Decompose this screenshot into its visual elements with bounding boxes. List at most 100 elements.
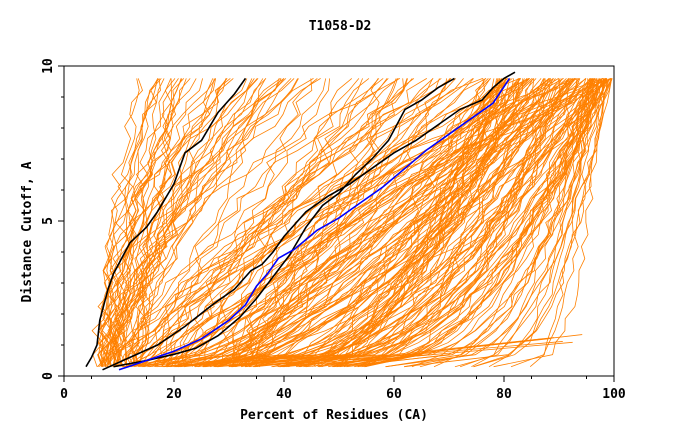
decoy-curve <box>329 341 573 365</box>
decoy-curve <box>97 78 158 367</box>
decoy-curve <box>279 78 605 368</box>
decoy-curve <box>386 78 593 368</box>
decoy-curve <box>282 78 525 368</box>
decoy-curve <box>306 78 610 368</box>
decoy-curve <box>131 78 182 367</box>
decoy-curve <box>135 78 384 367</box>
decoy-curve <box>137 78 217 367</box>
decoy-curve <box>471 78 597 368</box>
decoy-curve <box>459 78 612 368</box>
decoy-curve <box>283 78 608 368</box>
decoy-curve <box>230 78 604 368</box>
decoy-curve <box>165 78 388 367</box>
decoy-curve <box>231 78 603 368</box>
y-tick-label: 10 <box>41 58 56 74</box>
decoy-curve <box>160 78 415 367</box>
decoy-curve <box>112 78 197 367</box>
decoy-curve <box>231 78 596 368</box>
decoy-curve <box>204 78 353 367</box>
decoy-curve <box>164 78 464 368</box>
decoy-curve <box>112 78 452 367</box>
decoy-curve <box>286 78 495 368</box>
decoy-curve <box>255 78 514 368</box>
decoy-curve <box>244 78 608 368</box>
decoy-curve <box>101 78 227 367</box>
chart-title: T1058-D2 <box>309 19 372 34</box>
decoy-curve <box>365 78 570 368</box>
highlight-curve-4 <box>118 77 511 371</box>
decoy-curve <box>99 78 248 367</box>
decoy-curve <box>196 78 559 367</box>
decoy-curve <box>142 78 549 368</box>
decoy-curve <box>419 78 593 368</box>
decoy-curve <box>102 78 264 367</box>
decoy-curve <box>147 78 520 368</box>
highlight-curve-3 <box>102 71 516 371</box>
highlight-curve-1 <box>85 77 247 368</box>
x-tick-label: 40 <box>276 387 292 402</box>
decoy-curve <box>151 78 408 367</box>
x-tick-label: 60 <box>386 387 402 402</box>
decoy-curve <box>299 78 592 368</box>
x-axis: 0 20 40 60 80 100 <box>60 376 626 402</box>
decoy-curve <box>140 78 389 367</box>
decoy-curve <box>217 78 571 368</box>
decoy-curve <box>170 78 502 368</box>
decoy-curve <box>277 78 613 368</box>
decoy-curve <box>142 78 413 367</box>
decoy-curve <box>454 78 612 368</box>
decoy-curve <box>510 78 597 368</box>
decoy-curve <box>360 78 607 368</box>
highlight-curve-2 <box>113 77 455 368</box>
decoy-curve <box>162 78 318 367</box>
decoy-curve <box>298 78 535 368</box>
x-tick-label: 20 <box>166 387 182 402</box>
decoy-curve <box>117 78 267 367</box>
decoy-curve <box>231 78 380 367</box>
x-tick-label: 80 <box>496 387 512 402</box>
decoy-curve <box>255 78 440 367</box>
decoy-curve <box>133 78 280 367</box>
decoy-curve <box>102 78 215 367</box>
decoy-curve <box>106 78 530 367</box>
highlight-layer <box>85 71 516 371</box>
x-tick-label: 0 <box>60 387 68 402</box>
decoy-curve <box>312 78 509 368</box>
decoy-curve <box>97 78 400 367</box>
decoy-curve <box>127 78 255 367</box>
decoy-curve <box>216 78 504 368</box>
decoy-curve <box>149 78 606 368</box>
decoy-curve <box>107 78 159 367</box>
decoy-curve <box>382 334 583 359</box>
decoy-curve <box>216 78 447 368</box>
decoy-curve <box>473 78 594 368</box>
decoy-curve <box>156 78 607 368</box>
decoy-curve <box>163 78 578 368</box>
decoy-curve <box>126 78 266 368</box>
decoy-curve <box>116 78 370 367</box>
decoy-curve <box>404 78 605 368</box>
x-tick-label: 100 <box>602 387 626 402</box>
decoy-curve <box>112 78 281 367</box>
decoy-curve <box>108 78 179 367</box>
y-axis: 0 5 10 <box>41 58 64 380</box>
y-tick-label: 0 <box>41 372 56 380</box>
decoy-curve <box>411 78 591 368</box>
decoy-curve <box>140 78 327 367</box>
decoy-curve <box>245 78 487 367</box>
decoy-curve <box>91 78 234 367</box>
decoy-curve <box>115 78 216 367</box>
decoy-curve <box>126 78 528 368</box>
decoy-curve <box>232 78 533 368</box>
decoy-curve <box>139 78 399 367</box>
decoy-curve <box>217 78 612 368</box>
decoy-curve <box>240 78 572 368</box>
decoy-curve <box>433 78 591 368</box>
decoy-curve <box>142 78 511 368</box>
decoy-curve <box>365 78 580 368</box>
decoy-curve <box>141 78 604 368</box>
decoy-curve <box>234 78 545 368</box>
decoy-curve <box>180 78 508 368</box>
